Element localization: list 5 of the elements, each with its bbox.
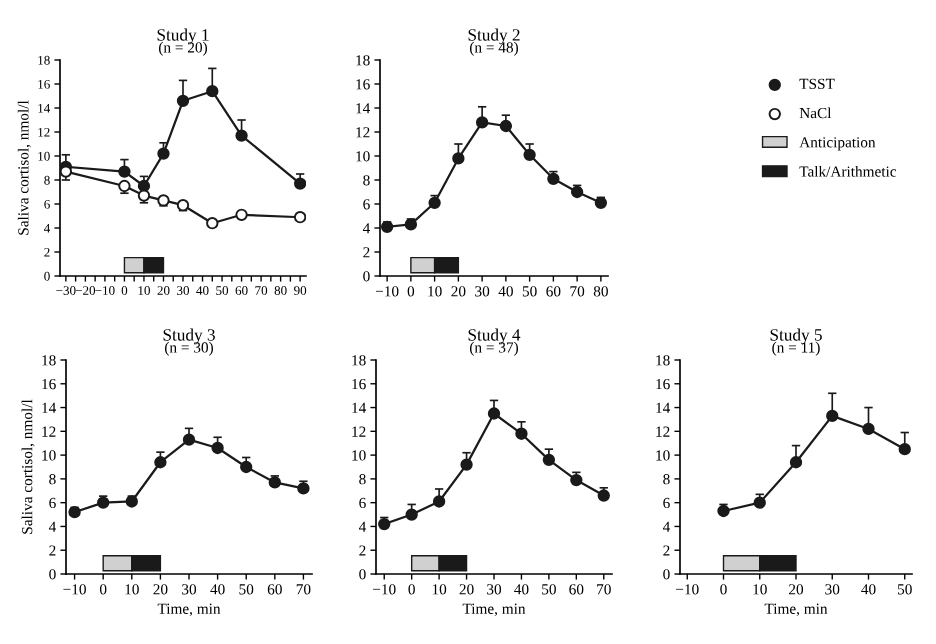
chart-title: Study 3 (163, 328, 215, 345)
chart-title: Study 5 (770, 328, 822, 345)
chart-title: Study 4 (468, 328, 521, 345)
chart-title: Study 2 (468, 28, 520, 45)
chart-title: Study 1 (157, 28, 209, 45)
